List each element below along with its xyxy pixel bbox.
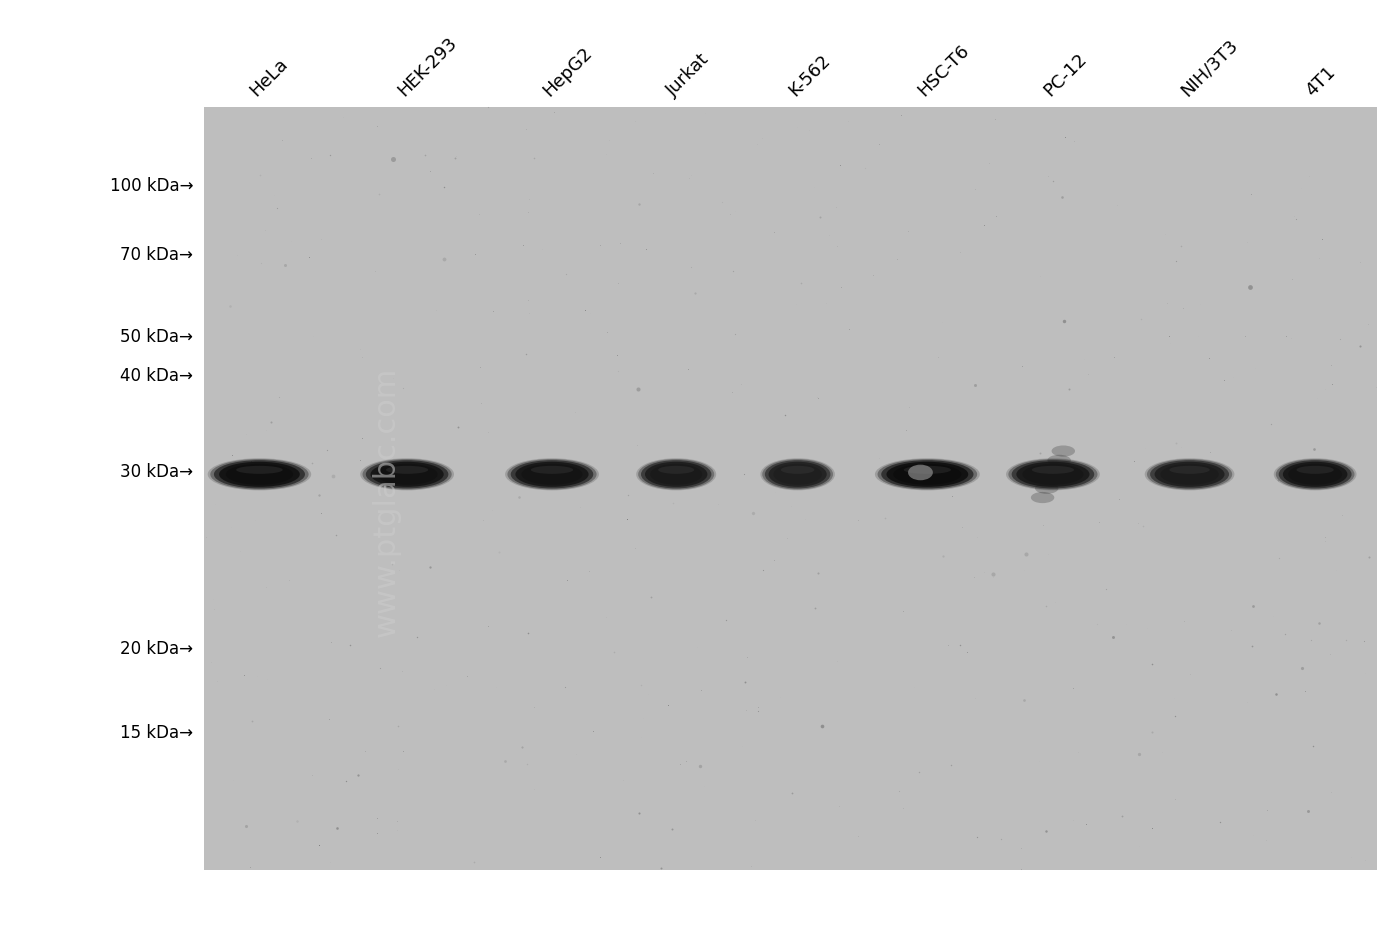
Ellipse shape bbox=[650, 464, 702, 485]
Ellipse shape bbox=[236, 466, 283, 474]
Ellipse shape bbox=[762, 459, 834, 489]
Ellipse shape bbox=[366, 460, 449, 488]
Ellipse shape bbox=[908, 465, 933, 480]
Ellipse shape bbox=[1032, 466, 1074, 474]
Ellipse shape bbox=[760, 458, 835, 490]
Text: HEK-293: HEK-293 bbox=[395, 33, 461, 100]
Ellipse shape bbox=[1169, 466, 1210, 474]
Ellipse shape bbox=[1031, 492, 1054, 503]
Ellipse shape bbox=[644, 462, 708, 486]
Ellipse shape bbox=[875, 458, 980, 490]
Ellipse shape bbox=[1012, 460, 1094, 488]
Ellipse shape bbox=[765, 460, 831, 488]
Ellipse shape bbox=[505, 458, 599, 490]
Ellipse shape bbox=[1150, 460, 1230, 488]
Text: PC-12: PC-12 bbox=[1041, 49, 1090, 100]
Ellipse shape bbox=[1023, 464, 1083, 485]
Ellipse shape bbox=[886, 462, 969, 486]
Text: HepG2: HepG2 bbox=[540, 44, 596, 100]
Text: 30 kDa→: 30 kDa→ bbox=[120, 462, 193, 481]
Ellipse shape bbox=[1043, 464, 1067, 475]
Ellipse shape bbox=[1274, 458, 1357, 490]
Ellipse shape bbox=[658, 466, 694, 474]
Ellipse shape bbox=[1009, 459, 1097, 489]
Ellipse shape bbox=[214, 460, 305, 488]
Text: NIH/3T3: NIH/3T3 bbox=[1177, 35, 1241, 100]
Text: 50 kDa→: 50 kDa→ bbox=[120, 327, 193, 346]
Ellipse shape bbox=[1296, 466, 1333, 474]
Ellipse shape bbox=[636, 458, 716, 490]
Ellipse shape bbox=[511, 460, 593, 488]
Ellipse shape bbox=[1006, 458, 1100, 490]
Ellipse shape bbox=[360, 458, 454, 490]
Text: 15 kDa→: 15 kDa→ bbox=[120, 724, 193, 742]
Ellipse shape bbox=[1039, 473, 1063, 485]
Text: Jurkat: Jurkat bbox=[664, 50, 713, 100]
Ellipse shape bbox=[1016, 462, 1090, 486]
Ellipse shape bbox=[1288, 464, 1343, 485]
Ellipse shape bbox=[386, 466, 428, 474]
Ellipse shape bbox=[882, 460, 973, 488]
Text: 4T1: 4T1 bbox=[1303, 62, 1339, 100]
Ellipse shape bbox=[226, 464, 293, 485]
Ellipse shape bbox=[363, 459, 451, 489]
Ellipse shape bbox=[1052, 445, 1075, 457]
Ellipse shape bbox=[370, 462, 444, 486]
Text: HeLa: HeLa bbox=[247, 55, 291, 100]
Ellipse shape bbox=[904, 466, 951, 474]
Ellipse shape bbox=[1279, 460, 1351, 488]
Ellipse shape bbox=[515, 462, 589, 486]
Ellipse shape bbox=[219, 462, 299, 486]
Ellipse shape bbox=[1161, 464, 1219, 485]
Ellipse shape bbox=[1275, 459, 1354, 489]
Ellipse shape bbox=[522, 464, 582, 485]
Ellipse shape bbox=[893, 464, 962, 485]
Ellipse shape bbox=[781, 466, 814, 474]
Ellipse shape bbox=[508, 459, 596, 489]
Ellipse shape bbox=[1145, 458, 1234, 490]
Text: 40 kDa→: 40 kDa→ bbox=[120, 366, 193, 385]
Text: 20 kDa→: 20 kDa→ bbox=[120, 640, 193, 658]
Ellipse shape bbox=[207, 458, 312, 490]
Ellipse shape bbox=[878, 459, 977, 489]
Ellipse shape bbox=[773, 464, 822, 485]
Ellipse shape bbox=[1147, 459, 1232, 489]
Ellipse shape bbox=[1155, 462, 1224, 486]
Text: K-562: K-562 bbox=[785, 51, 834, 100]
Ellipse shape bbox=[210, 459, 309, 489]
Text: HSC-T6: HSC-T6 bbox=[915, 41, 973, 100]
Ellipse shape bbox=[769, 462, 827, 486]
Ellipse shape bbox=[377, 464, 437, 485]
Text: www.ptglabc.com: www.ptglabc.com bbox=[371, 367, 402, 637]
Ellipse shape bbox=[1047, 455, 1071, 466]
Text: 100 kDa→: 100 kDa→ bbox=[109, 177, 193, 195]
Ellipse shape bbox=[1283, 462, 1347, 486]
Ellipse shape bbox=[638, 459, 715, 489]
Bar bbox=[204, 107, 1377, 870]
Ellipse shape bbox=[531, 466, 573, 474]
Ellipse shape bbox=[640, 460, 712, 488]
Text: 70 kDa→: 70 kDa→ bbox=[120, 246, 193, 264]
Ellipse shape bbox=[1035, 483, 1058, 494]
